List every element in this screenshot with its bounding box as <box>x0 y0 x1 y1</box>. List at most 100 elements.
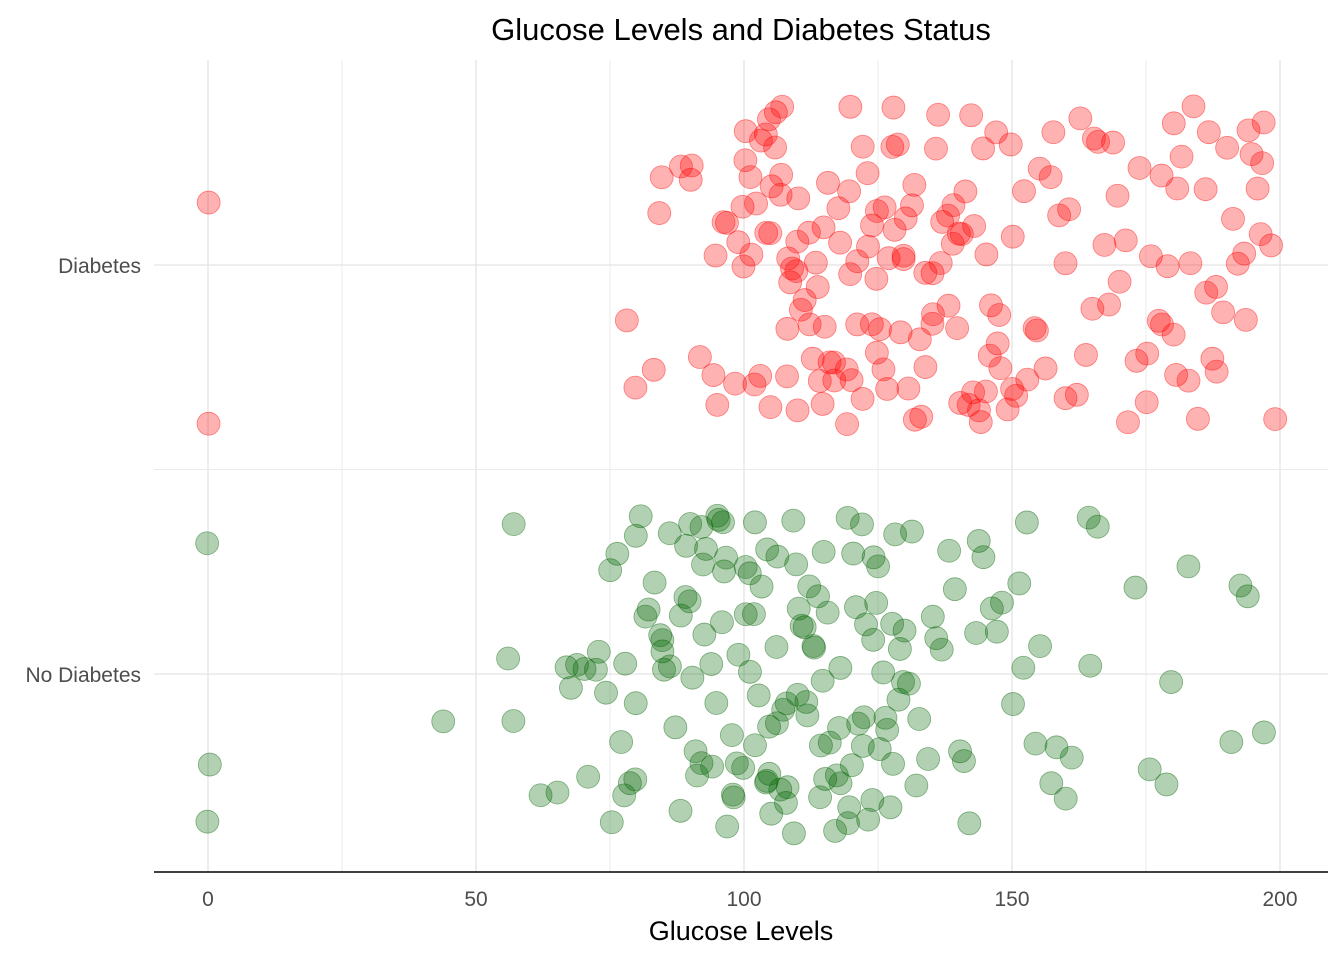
data-point <box>824 763 849 788</box>
data-point <box>714 545 738 570</box>
data-point <box>856 807 881 832</box>
data-point <box>768 182 793 207</box>
data-point <box>1165 176 1190 201</box>
data-point <box>850 134 875 159</box>
data-point <box>1059 745 1084 770</box>
data-point <box>759 801 784 826</box>
data-point <box>774 691 799 716</box>
data-point <box>785 682 810 707</box>
data-point <box>979 293 1003 318</box>
data-point <box>431 709 456 734</box>
data-point <box>811 539 836 564</box>
data-point <box>678 167 703 192</box>
data-point <box>892 618 917 643</box>
data-point <box>1081 126 1106 151</box>
data-point <box>758 395 783 420</box>
data-point <box>652 657 676 682</box>
data-point <box>826 196 851 221</box>
data-point <box>949 222 974 246</box>
data-point <box>584 657 608 682</box>
data-point <box>775 364 799 389</box>
data-point <box>731 756 756 780</box>
data-point <box>753 122 778 147</box>
data-point <box>984 619 1009 644</box>
data-point <box>647 201 672 225</box>
data-point <box>726 230 751 255</box>
data-point <box>808 785 832 810</box>
chart-title: Glucose Levels and Diabetes Status <box>491 12 991 47</box>
data-point <box>977 343 1002 368</box>
data-point <box>962 214 987 238</box>
data-point <box>822 350 846 375</box>
data-point <box>757 107 781 132</box>
data-point <box>1097 292 1121 317</box>
data-point <box>668 798 693 823</box>
data-point <box>1196 120 1221 145</box>
data-point <box>1194 280 1219 305</box>
data-point <box>859 312 884 337</box>
data-point <box>1078 653 1103 678</box>
data-point <box>1236 118 1261 143</box>
data-point <box>699 652 724 676</box>
data-point <box>723 371 747 396</box>
data-point <box>953 179 978 204</box>
data-point <box>1123 575 1148 600</box>
data-point <box>971 545 996 570</box>
data-point <box>733 119 758 144</box>
data-point <box>813 767 838 791</box>
data-point <box>1164 363 1189 387</box>
data-point <box>920 311 945 336</box>
data-point <box>641 357 666 382</box>
data-point <box>865 199 889 223</box>
data-point <box>757 761 782 786</box>
data-point <box>924 136 948 161</box>
data-point <box>872 195 897 220</box>
data-point <box>907 707 932 731</box>
data-point <box>715 814 740 839</box>
data-point <box>754 770 778 795</box>
data-point <box>864 266 889 291</box>
data-point <box>1204 275 1228 299</box>
data-point <box>757 714 782 739</box>
x-tick-label: 0 <box>202 888 214 911</box>
data-point <box>1176 368 1201 393</box>
x-tick-label: 200 <box>1262 888 1297 911</box>
data-point <box>1039 771 1064 796</box>
data-point <box>909 404 934 429</box>
data-point <box>1047 203 1072 228</box>
data-point <box>886 687 911 712</box>
data-point <box>834 357 859 382</box>
data-point <box>1001 692 1025 716</box>
data-point <box>971 136 996 161</box>
data-point <box>924 626 949 651</box>
data-point <box>623 767 648 792</box>
data-point <box>1014 510 1039 535</box>
data-point <box>952 749 976 773</box>
data-point <box>844 595 868 620</box>
data-point <box>785 229 810 254</box>
data-point <box>712 559 736 584</box>
data-point <box>739 242 764 267</box>
data-point <box>823 819 848 843</box>
data-point <box>907 327 932 352</box>
data-point <box>1000 224 1025 249</box>
data-point <box>891 670 915 694</box>
data-point <box>771 697 796 722</box>
data-point <box>565 652 589 677</box>
data-point <box>928 251 953 275</box>
data-point <box>929 637 954 662</box>
data-point <box>822 368 847 393</box>
data-point <box>744 191 768 216</box>
data-point <box>636 597 661 622</box>
data-point <box>803 250 828 275</box>
data-point <box>984 120 1009 145</box>
data-point <box>730 194 755 219</box>
data-point <box>1149 163 1174 188</box>
data-point <box>1134 390 1159 415</box>
data-point <box>957 811 982 836</box>
data-point <box>1101 130 1125 155</box>
data-point <box>743 733 767 758</box>
data-point <box>1127 156 1152 180</box>
data-point <box>835 412 860 437</box>
data-point <box>1150 312 1174 337</box>
